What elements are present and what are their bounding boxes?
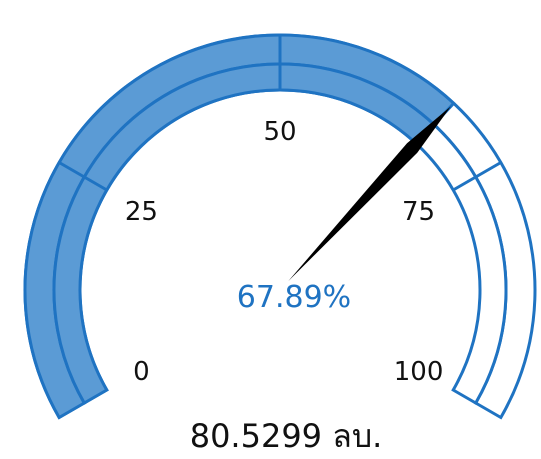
gauge-tick-label-0: 0	[133, 357, 150, 387]
gauge-dividers	[58, 35, 502, 192]
gauge-divider-75	[452, 161, 502, 192]
gauge-tick-label-50: 50	[263, 117, 296, 147]
gauge-tick-label-25: 25	[125, 197, 158, 227]
gauge-needle	[288, 106, 451, 282]
gauge-bands	[23, 33, 537, 420]
gauge-outer-track	[23, 33, 537, 420]
gauge-value-caption: 80.5299 ลบ.	[190, 417, 383, 455]
gauge-divider-25	[58, 161, 108, 192]
gauge-tick-labels: 0 25 50 75 100	[125, 117, 443, 387]
gauge-percent-label: 67.89%	[237, 280, 351, 315]
gauge-tick-label-75: 75	[402, 197, 435, 227]
gauge-tick-label-100: 100	[394, 357, 444, 387]
